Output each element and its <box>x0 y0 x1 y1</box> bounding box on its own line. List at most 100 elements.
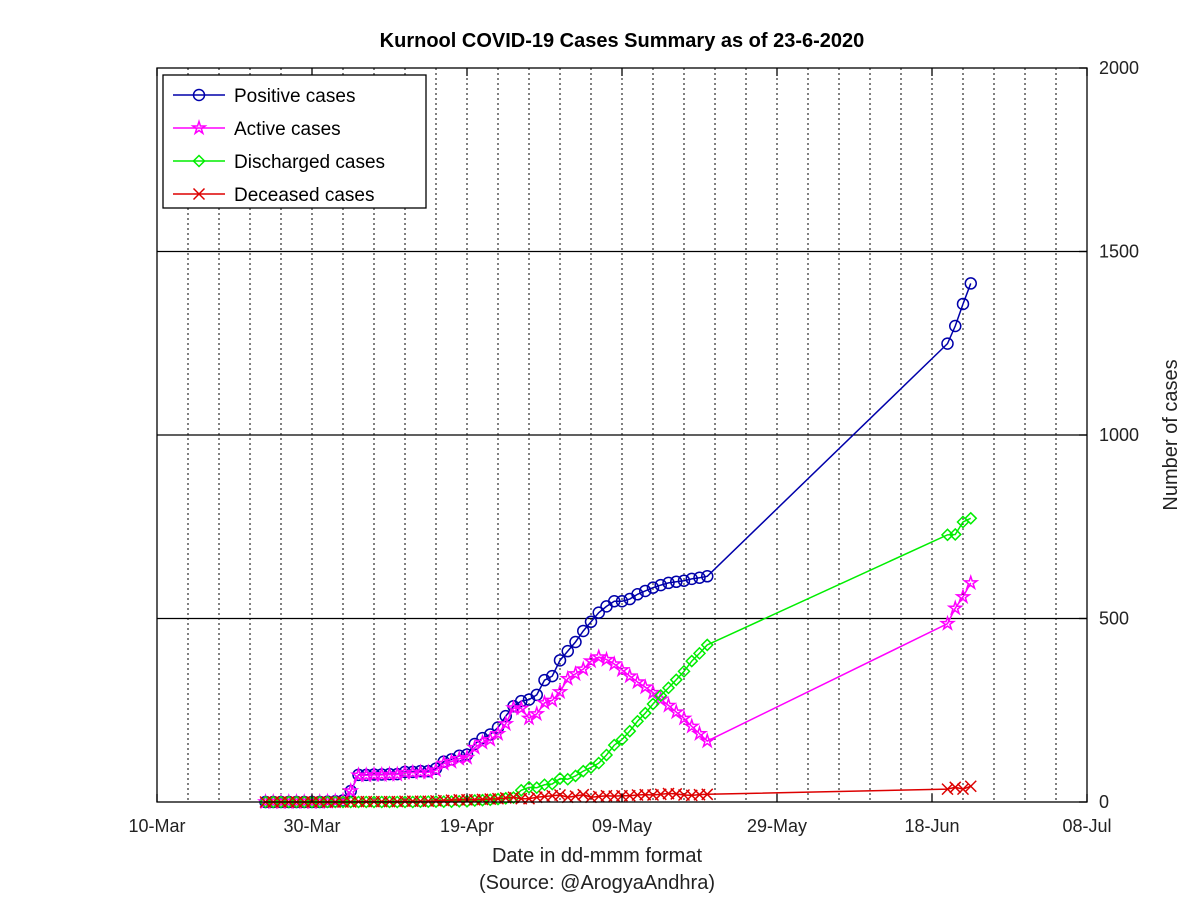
legend-box <box>162 74 427 209</box>
data-point-active-cases <box>543 691 561 708</box>
data-point-discharged-cases <box>661 681 676 695</box>
data-point-active-cases <box>598 650 615 667</box>
data-point-discharged-cases <box>545 777 559 791</box>
data-point-discharged-cases <box>700 638 714 652</box>
data-point-discharged-cases <box>615 733 629 747</box>
data-point-positive-cases <box>615 595 629 608</box>
data-point-active-cases <box>458 748 476 765</box>
data-point-positive-cases <box>646 581 660 594</box>
data-point-discharged-cases <box>654 689 668 703</box>
data-point-discharged-cases <box>599 748 614 762</box>
y-tick-label: 1500 <box>1099 242 1139 262</box>
data-point-deceased-cases <box>964 780 977 793</box>
data-point-active-cases <box>954 587 972 605</box>
legend: Positive cases Active cases Discharged cas… <box>162 74 427 209</box>
legend-marker-positive-cases <box>192 88 206 102</box>
y-tick-label: 1000 <box>1099 425 1139 445</box>
data-point-deceased-cases <box>941 783 954 796</box>
data-point-active-cases <box>528 704 546 722</box>
x-tick-label: 10-Mar <box>128 816 185 836</box>
series-layer <box>256 277 980 810</box>
data-point-active-cases <box>574 660 592 677</box>
data-point-discharged-cases <box>568 769 583 783</box>
data-point-active-cases <box>512 699 530 716</box>
x-tick-label: 30-Mar <box>283 816 340 836</box>
data-point-active-cases <box>690 724 709 741</box>
data-point-positive-cases <box>670 575 683 589</box>
data-point-discharged-cases <box>638 706 652 720</box>
grid-layer <box>157 68 1087 802</box>
data-point-positive-cases <box>949 319 962 333</box>
data-point-discharged-cases <box>948 527 962 542</box>
data-point-discharged-cases <box>685 654 699 668</box>
data-point-positive-cases <box>577 624 590 638</box>
legend-label-deceased-cases: Deceased cases <box>234 185 374 206</box>
data-point-active-cases <box>342 782 360 799</box>
x-axis-label: Date in dd-mmm format <box>492 845 702 867</box>
data-point-discharged-cases <box>553 771 567 786</box>
data-point-active-cases <box>946 599 964 616</box>
data-point-discharged-cases <box>669 673 683 687</box>
data-point-discharged-cases <box>592 756 606 770</box>
data-point-positive-cases <box>569 635 582 649</box>
data-point-active-cases <box>962 573 980 591</box>
data-point-positive-cases <box>956 297 970 311</box>
data-point-active-cases <box>613 660 631 678</box>
data-point-positive-cases <box>701 570 714 583</box>
data-point-active-cases <box>590 648 608 665</box>
data-point-positive-cases <box>561 644 574 658</box>
ticks-layer: 10-Mar 30-Mar 19-Apr 09-May 29-May 18-Jun 08-J… <box>128 58 1139 836</box>
data-point-active-cases <box>489 724 507 741</box>
data-point-discharged-cases <box>677 664 691 678</box>
x-tick-label: 08-Jul <box>1062 816 1111 836</box>
y-tick-label: 500 <box>1099 609 1129 629</box>
data-point-deceased-cases <box>701 788 714 801</box>
data-point-active-cases <box>551 682 569 700</box>
data-point-discharged-cases <box>964 511 978 525</box>
data-point-active-cases <box>450 749 468 766</box>
data-point-positive-cases <box>546 669 559 683</box>
legend-label-active-cases: Active cases <box>234 119 341 140</box>
data-point-positive-cases <box>677 574 691 587</box>
data-point-discharged-cases <box>623 724 637 738</box>
legend-marker-discharged-cases <box>192 154 206 168</box>
data-point-positive-cases <box>685 572 698 586</box>
x-tick-label: 29-May <box>747 816 807 836</box>
data-point-active-cases <box>644 683 662 700</box>
data-point-active-cases <box>621 667 639 684</box>
data-point-active-cases <box>675 709 693 726</box>
data-point-positive-cases <box>964 277 977 290</box>
legend-label-discharged-cases: Discharged cases <box>234 152 385 173</box>
data-point-discharged-cases <box>506 791 521 805</box>
data-point-positive-cases <box>631 588 644 601</box>
data-point-positive-cases <box>608 595 621 608</box>
y-tick-label: 0 <box>1099 792 1109 812</box>
data-point-positive-cases <box>654 578 667 592</box>
data-point-discharged-cases <box>584 760 598 775</box>
data-point-active-cases <box>667 703 685 720</box>
legend-label-positive-cases: Positive cases <box>234 86 355 107</box>
data-point-active-cases <box>636 678 654 695</box>
data-point-active-cases <box>605 655 623 672</box>
x-tick-label: 19-Apr <box>440 816 494 836</box>
data-point-discharged-cases <box>692 646 707 660</box>
data-point-deceased-cases <box>956 783 970 796</box>
data-point-positive-cases <box>662 576 675 590</box>
y-axis-label: Number of cases <box>1160 359 1182 510</box>
data-point-deceased-cases <box>577 788 590 801</box>
data-point-positive-cases <box>499 709 512 723</box>
data-point-deceased-cases <box>553 788 567 802</box>
data-point-active-cases <box>938 614 957 631</box>
data-point-positive-cases <box>941 337 954 350</box>
data-point-positive-cases <box>592 606 605 619</box>
data-point-positive-cases <box>553 654 567 667</box>
chart-title: Kurnool COVID-19 Cases Summary as of 23-… <box>380 30 865 52</box>
data-point-positive-cases <box>639 584 652 598</box>
data-point-positive-cases <box>584 615 598 629</box>
y-tick-label: 2000 <box>1099 58 1139 78</box>
data-point-active-cases <box>698 732 716 749</box>
data-point-positive-cases <box>693 571 706 585</box>
data-point-positive-cases <box>515 694 528 708</box>
